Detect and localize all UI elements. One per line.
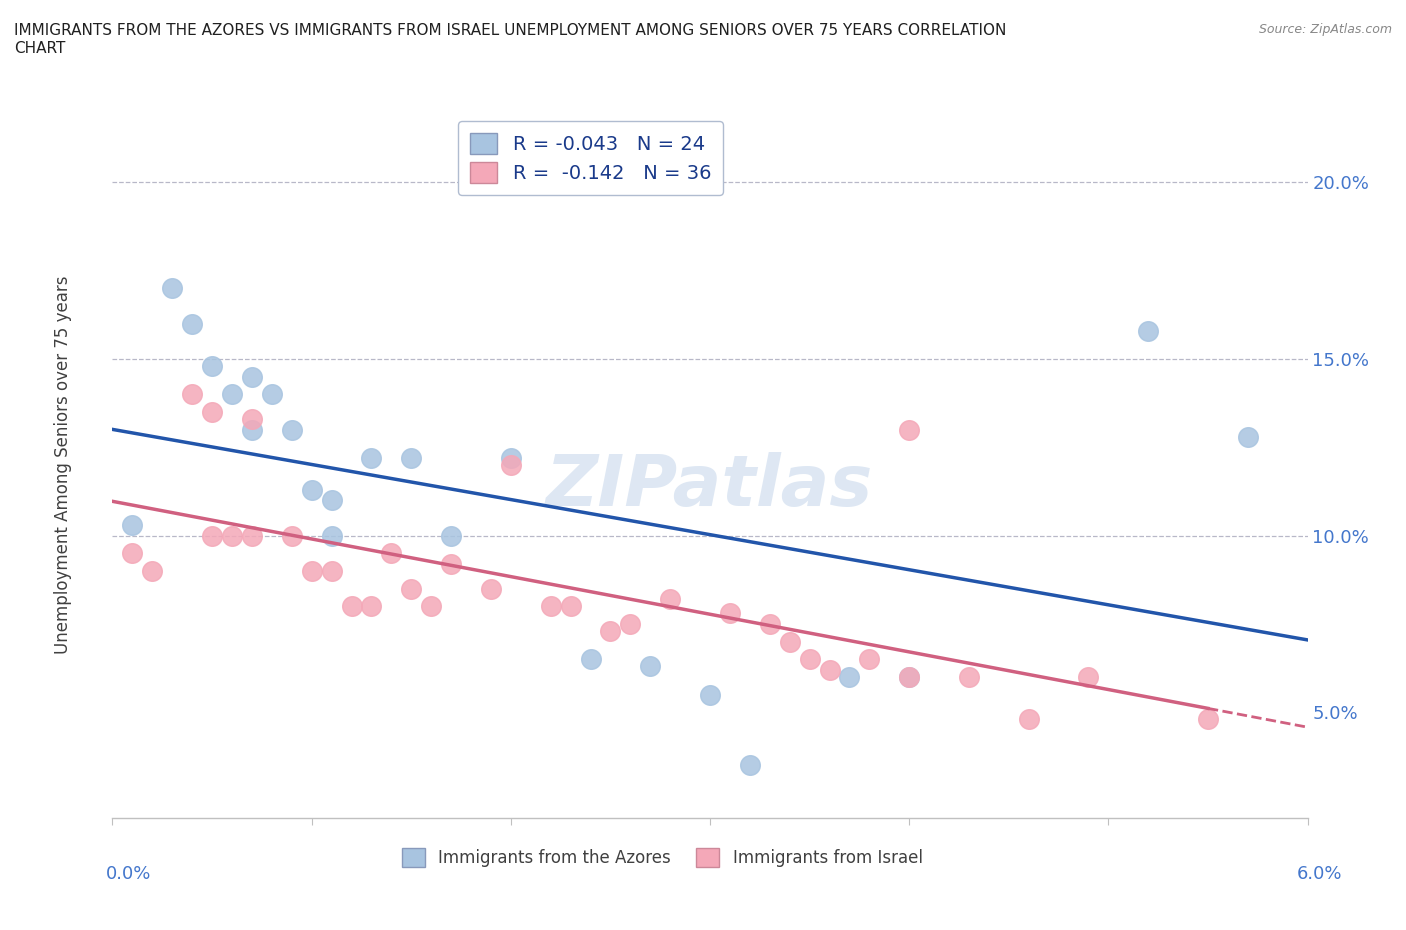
Point xyxy=(420,599,443,614)
Point xyxy=(838,670,860,684)
Point xyxy=(240,528,263,543)
Point xyxy=(121,518,143,533)
Legend: Immigrants from the Azores, Immigrants from Israel: Immigrants from the Azores, Immigrants f… xyxy=(395,842,929,873)
Point xyxy=(380,546,402,561)
Point xyxy=(659,591,682,606)
Point xyxy=(619,617,641,631)
Point xyxy=(240,412,263,427)
Point xyxy=(401,581,423,596)
Point xyxy=(499,458,522,472)
Text: 0.0%: 0.0% xyxy=(105,865,150,883)
Point xyxy=(201,359,224,374)
Point xyxy=(479,581,502,596)
Point xyxy=(281,528,304,543)
Point xyxy=(440,556,463,571)
Point xyxy=(181,387,204,402)
Point xyxy=(440,528,463,543)
Point xyxy=(201,405,224,419)
Point xyxy=(898,422,921,437)
Point xyxy=(640,659,662,674)
Point xyxy=(699,687,721,702)
Point xyxy=(181,316,204,331)
Point xyxy=(141,564,163,578)
Point xyxy=(221,387,243,402)
Point xyxy=(599,624,621,639)
Point xyxy=(560,599,582,614)
Point xyxy=(121,546,143,561)
Point xyxy=(1237,430,1260,445)
Point xyxy=(540,599,562,614)
Point xyxy=(162,281,183,296)
Point xyxy=(718,606,741,621)
Point xyxy=(1137,324,1160,339)
Point xyxy=(221,528,243,543)
Point xyxy=(818,662,841,677)
Point xyxy=(1197,712,1219,727)
Point xyxy=(301,483,323,498)
Point xyxy=(321,528,343,543)
Point xyxy=(281,422,304,437)
Point xyxy=(260,387,283,402)
Point xyxy=(301,564,323,578)
Point xyxy=(799,652,821,667)
Point xyxy=(759,617,782,631)
Point xyxy=(738,758,761,773)
Point xyxy=(321,493,343,508)
Point xyxy=(779,634,801,649)
Text: ZIPatlas: ZIPatlas xyxy=(547,452,873,521)
Point xyxy=(321,564,343,578)
Point xyxy=(240,369,263,384)
Point xyxy=(401,450,423,465)
Point xyxy=(898,670,921,684)
Text: IMMIGRANTS FROM THE AZORES VS IMMIGRANTS FROM ISRAEL UNEMPLOYMENT AMONG SENIORS : IMMIGRANTS FROM THE AZORES VS IMMIGRANTS… xyxy=(14,23,1007,56)
Text: 6.0%: 6.0% xyxy=(1298,865,1343,883)
Point xyxy=(579,652,602,667)
Text: Unemployment Among Seniors over 75 years: Unemployment Among Seniors over 75 years xyxy=(55,276,72,654)
Point xyxy=(360,450,382,465)
Point xyxy=(957,670,980,684)
Point xyxy=(240,422,263,437)
Point xyxy=(858,652,880,667)
Point xyxy=(360,599,382,614)
Point xyxy=(499,450,522,465)
Point xyxy=(898,670,921,684)
Point xyxy=(1077,670,1099,684)
Point xyxy=(201,528,224,543)
Point xyxy=(1018,712,1040,727)
Point xyxy=(340,599,363,614)
Text: Source: ZipAtlas.com: Source: ZipAtlas.com xyxy=(1258,23,1392,36)
